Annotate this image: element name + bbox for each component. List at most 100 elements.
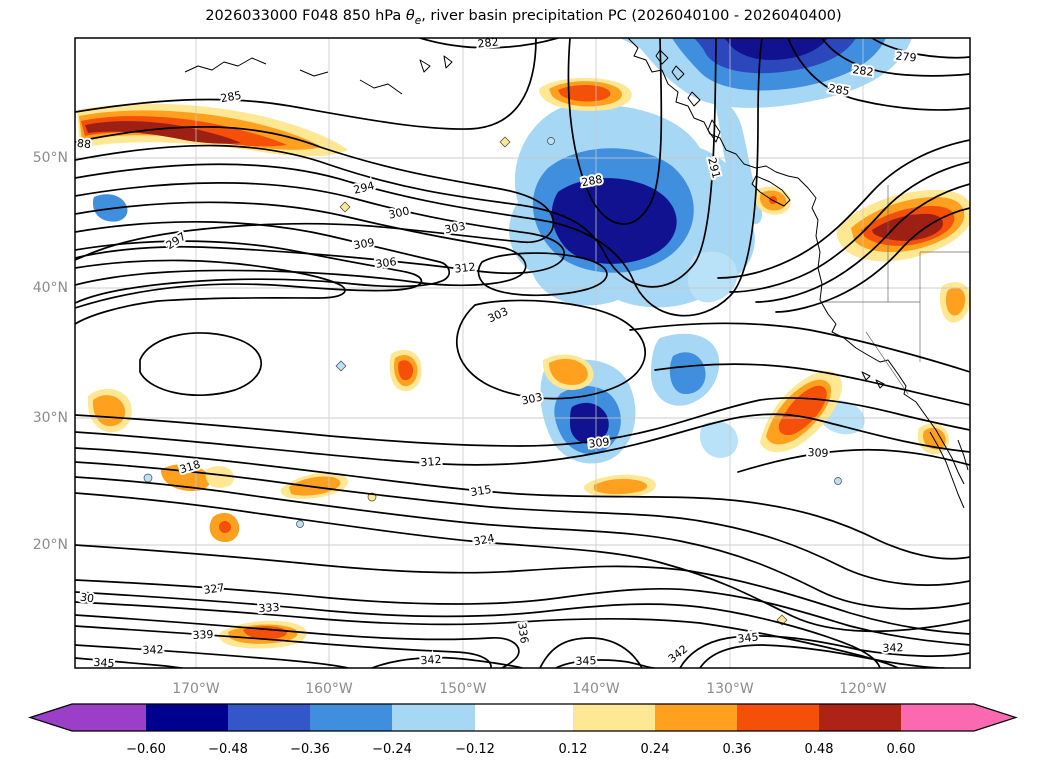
shading-patch	[398, 360, 414, 381]
contour-label: 342	[420, 653, 442, 667]
shading-speck	[339, 201, 351, 213]
contour-line	[679, 635, 970, 668]
shading-speck	[834, 477, 842, 485]
contour-line	[729, 161, 970, 293]
shading-patch	[205, 466, 235, 488]
colorbar-segment	[655, 704, 737, 731]
contour-line	[455, 299, 647, 400]
colorbar-tick-label: −0.24	[372, 742, 412, 757]
shading-speck	[143, 473, 153, 483]
shading-speck	[547, 137, 555, 145]
coastline-island	[707, 119, 721, 143]
coastline-island	[671, 65, 685, 81]
x-tick-label: 150°W	[439, 681, 487, 697]
shading-patch	[669, 352, 706, 395]
plot-frame	[74, 37, 971, 669]
state-border	[865, 331, 909, 395]
coastline-vancouver-island	[751, 175, 791, 207]
contour-label: 333	[258, 601, 280, 615]
contour-line	[75, 38, 763, 317]
contour-label: 309	[807, 446, 829, 460]
contour-layer	[75, 38, 970, 668]
contour-label: 339	[192, 628, 214, 642]
x-tick-label: 170°W	[172, 681, 220, 697]
colorbar-segment	[228, 704, 310, 731]
colorbar-segment	[573, 704, 655, 731]
contour-label: 303	[486, 305, 511, 326]
shading-patch	[549, 358, 588, 385]
contour-line	[75, 259, 346, 325]
contour-label: 342	[882, 641, 903, 655]
colorbar-outline	[28, 703, 1018, 732]
contour-label: 294	[352, 179, 376, 197]
contour-label: 279	[895, 49, 917, 64]
colorbar	[28, 703, 1018, 732]
coastline-island	[443, 55, 453, 69]
contour-label: 342	[666, 642, 691, 665]
colorbar-segment	[819, 704, 901, 731]
contour-line	[75, 38, 537, 130]
coastline-alaska	[184, 57, 267, 73]
contour-line	[787, 38, 970, 111]
contour-label: 312	[420, 455, 442, 469]
contour-line	[75, 38, 717, 288]
contour-line	[755, 183, 970, 303]
y-tick-label: 50°N	[32, 150, 68, 166]
x-tick-label: 120°W	[839, 681, 887, 697]
contour-line	[419, 38, 559, 49]
contour-label: 303	[520, 390, 543, 407]
contour-label: 336	[515, 622, 531, 645]
x-tick-label: 160°W	[305, 681, 353, 697]
figure-title: 2026033000 F048 850 hPa θe, river basin …	[0, 8, 1047, 27]
contour-line	[699, 644, 945, 668]
contour-label: 345	[575, 654, 596, 668]
y-tick-label: 40°N	[32, 280, 68, 296]
colorbar-segment	[392, 704, 475, 731]
x-tick-label: 130°W	[706, 681, 754, 697]
shading-patch	[778, 385, 827, 436]
contour-line	[567, 38, 663, 225]
contour-line	[75, 413, 970, 466]
contour-label: 312	[454, 260, 476, 275]
contour-line	[539, 637, 643, 668]
colorbar-tick-label: 0.12	[558, 742, 588, 757]
contour-line	[75, 220, 451, 304]
gridlines	[75, 38, 970, 668]
shading-speck	[499, 136, 511, 148]
contour-label: 345	[737, 630, 759, 645]
contour-line	[75, 461, 970, 586]
contour-line	[717, 139, 970, 279]
shading-patch	[872, 213, 943, 241]
contour-label: 324	[472, 532, 495, 549]
contour-label: 88	[76, 137, 91, 151]
coastline-island	[655, 49, 669, 65]
contour-line	[654, 363, 970, 406]
contour-line	[75, 591, 881, 668]
contour-line	[75, 476, 970, 610]
contour-label: 306	[375, 255, 398, 271]
shading-patch	[923, 427, 946, 450]
contour-label: 288	[581, 173, 604, 189]
contour-label: 309	[353, 236, 376, 252]
contour-line	[75, 644, 349, 668]
colorbar-tick-label: −0.12	[455, 742, 495, 757]
title-theta-symbol: θ	[405, 8, 415, 24]
colorbar-tick-label: 0.36	[722, 742, 752, 757]
contour-label: 309	[588, 435, 610, 450]
coastline-layer	[184, 38, 970, 509]
contour-line	[555, 659, 655, 668]
contour-line	[75, 240, 423, 309]
colorbar-extend-low	[30, 704, 146, 731]
contour-label: 30	[79, 591, 95, 606]
coastline-island	[861, 371, 871, 381]
contour-line	[821, 38, 970, 77]
contour-line	[371, 656, 523, 668]
shading-speck	[296, 520, 304, 528]
contour-label: 342	[142, 643, 163, 657]
contour-line	[629, 322, 970, 373]
shading-patch	[289, 476, 341, 496]
y-tick-label: 20°N	[32, 537, 68, 553]
contour-line	[75, 601, 899, 668]
